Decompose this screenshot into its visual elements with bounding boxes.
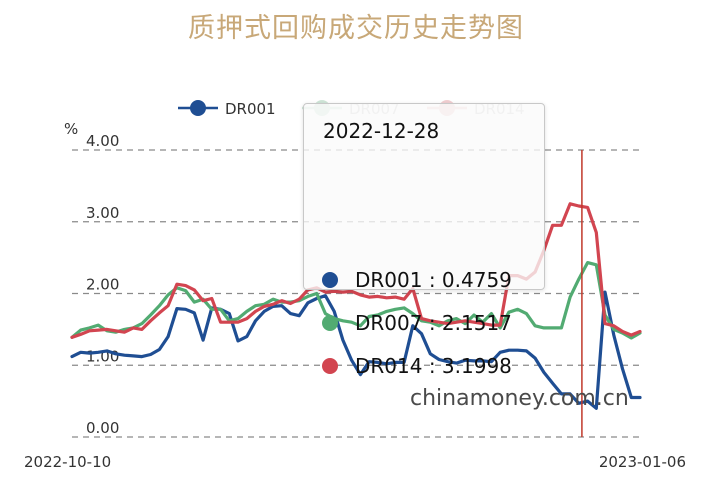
series-lines [70, 202, 642, 410]
grid-lines [72, 149, 640, 438]
y-tick-label: 3.00 [86, 204, 119, 222]
series-line-dr001[interactable] [70, 290, 642, 410]
tooltip-dot-dr014 [322, 358, 338, 374]
tooltip-value-dr014: DR014 : 3.1998 [355, 354, 512, 378]
y-axis-ticks: 0.00 1.00 2.00 3.00 4.00 [86, 132, 119, 437]
tooltip: 2022-12-28 DR001 : 0.4759 DR007 : 2.1517… [303, 103, 545, 378]
chart-title: 质押式回购成交历史走势图 [188, 13, 524, 44]
x-tick-label: 2022-10-10 [24, 453, 111, 471]
watermark: chinamoney.com.cn [410, 386, 629, 411]
y-tick-label: 0.00 [86, 419, 119, 437]
legend-item-dr001[interactable]: DR001 [178, 100, 276, 118]
x-tick-label: 2023-01-06 [599, 453, 686, 471]
tooltip-value-dr007: DR007 : 2.1517 [355, 311, 512, 335]
tooltip-row-dr001: DR001 : 0.4759 [322, 267, 512, 293]
tooltip-row-dr007: DR007 : 2.1517 [322, 310, 512, 336]
tooltip-value-dr001: DR001 : 0.4759 [355, 268, 512, 292]
legend-swatch-dot [190, 100, 206, 116]
legend-label: DR001 [225, 100, 276, 118]
tooltip-dot-dr007 [322, 315, 338, 331]
series-line-dr014[interactable] [70, 202, 642, 339]
y-tick-label: 4.00 [86, 132, 119, 150]
tooltip-dot-dr001 [322, 272, 338, 288]
tooltip-row-dr014: DR014 : 3.1998 [322, 353, 512, 379]
series-line-dr007[interactable] [70, 261, 642, 340]
y-tick-label: 1.00 [86, 347, 119, 365]
x-axis-ticks: 2022-10-10 2023-01-06 [24, 453, 686, 471]
tooltip-date: 2022-12-28 [323, 119, 440, 143]
y-tick-label: 2.00 [86, 276, 119, 294]
y-axis-unit: % [64, 120, 78, 138]
